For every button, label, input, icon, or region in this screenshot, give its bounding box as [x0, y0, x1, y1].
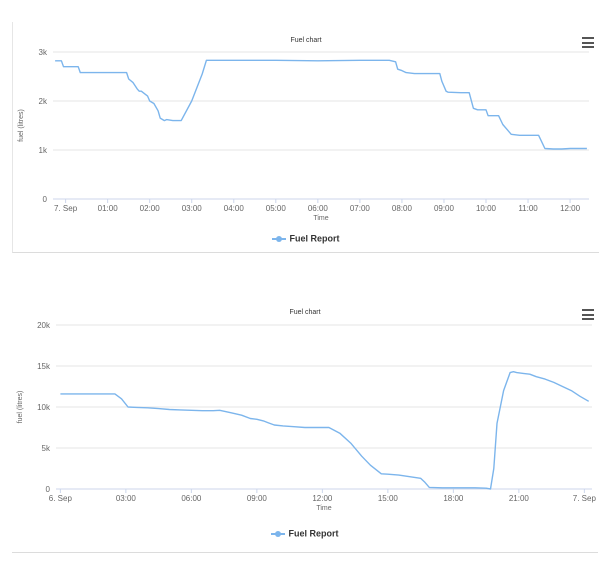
x-tick-label: 21:00 — [509, 494, 530, 503]
x-tick-label: 12:00 — [312, 494, 333, 503]
y-axis-title: fuel (litres) — [18, 109, 25, 142]
fuel-chart-bottom: Fuel chart 0 5k 10k 15k 20k 6. Sep 03:00 06:00 09… — [17, 309, 597, 512]
y-tick-label: 2k — [39, 97, 48, 106]
y-tick-label: 3k — [39, 48, 48, 57]
x-tick-label: 06:00 — [181, 494, 202, 503]
series-line-fuel-report — [60, 370, 590, 490]
y-tick-label: 15k — [37, 362, 51, 371]
chart-context-menu-icon[interactable] — [582, 37, 594, 48]
x-tick-label: 06:00 — [308, 204, 329, 213]
x-tick-label: 7. Sep — [54, 204, 78, 213]
legend-series-symbol-icon — [271, 529, 286, 538]
x-tick-label: 05:00 — [266, 204, 287, 213]
legend-item-fuel-report[interactable]: Fuel Report — [288, 528, 339, 539]
fuel-chart-panel-top: Fuel chart 0 1k 2k 3k 7. Sep 01:00 02:00 03:00 04… — [12, 22, 599, 253]
x-tick-label: 6. Sep — [49, 494, 73, 503]
x-tick-label: 07:00 — [350, 204, 371, 213]
x-tick-label: 03:00 — [182, 204, 203, 213]
x-tick-label: 11:00 — [518, 204, 538, 213]
x-tick-label: 7. Sep — [573, 494, 597, 503]
chart-legend[interactable]: Fuel Report — [13, 233, 599, 244]
y-tick-label: 0 — [46, 485, 51, 494]
y-tick-label: 5k — [42, 444, 51, 453]
chart-title: Fuel chart — [290, 37, 321, 44]
y-tick-label: 1k — [39, 146, 48, 155]
y-tick-label: 0 — [43, 195, 48, 204]
y-tick-label: 20k — [37, 321, 51, 330]
legend-item-fuel-report[interactable]: Fuel Report — [289, 233, 340, 244]
x-tick-label: 01:00 — [98, 204, 119, 213]
x-tick-label: 10:00 — [476, 204, 497, 213]
x-tick-label: 03:00 — [116, 494, 137, 503]
x-tick-label: 12:00 — [560, 204, 581, 213]
chart-context-menu-icon[interactable] — [582, 309, 594, 320]
x-tick-label: 15:00 — [378, 494, 399, 503]
fuel-chart-panel-bottom: Fuel chart 0 5k 10k 15k 20k 6. Sep 03:00 06:00 09… — [12, 298, 598, 553]
x-tick-label: 09:00 — [247, 494, 268, 503]
chart-title: Fuel chart — [289, 309, 320, 316]
y-axis-title: fuel (litres) — [17, 391, 24, 424]
chart-legend[interactable]: Fuel Report — [12, 528, 598, 539]
x-tick-label: 02:00 — [140, 204, 161, 213]
x-axis-title: Time — [316, 505, 331, 512]
x-tick-label: 04:00 — [224, 204, 245, 213]
y-tick-label: 10k — [37, 403, 51, 412]
series-line-fuel-report — [55, 59, 587, 150]
x-tick-label: 18:00 — [443, 494, 464, 503]
x-tick-label: 08:00 — [392, 204, 413, 213]
x-tick-label: 09:00 — [434, 204, 455, 213]
x-axis-title: Time — [313, 215, 328, 222]
legend-series-symbol-icon — [272, 234, 287, 243]
fuel-chart-top: Fuel chart 0 1k 2k 3k 7. Sep 01:00 02:00 03:00 04… — [18, 37, 589, 222]
